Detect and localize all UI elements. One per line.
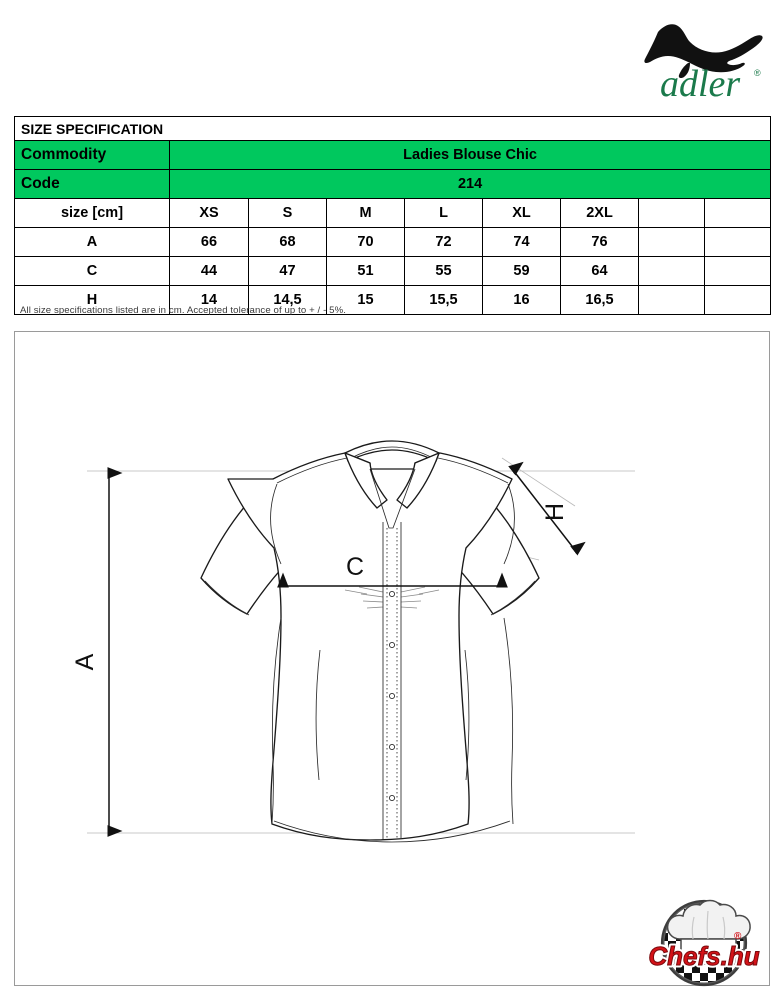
- table-row-measurement-h: H 14 14,5 15 15,5 16 16,5: [14, 285, 772, 315]
- bust-gather-lines: [344, 586, 440, 609]
- measurement-code-c: C: [14, 256, 170, 286]
- measurement-h-blank-1: [638, 285, 705, 315]
- table-row-measurement-c: C 44 47 51 55 59 64: [14, 256, 772, 286]
- measurement-h-blank-2: [703, 285, 772, 315]
- right-side-seam: [503, 617, 514, 825]
- measurement-a-xs: 66: [169, 227, 249, 257]
- measurement-c-blank-2: [703, 256, 772, 286]
- blouse-technical-drawing: .ln { fill:none; stroke:#1a1a1a; stroke-…: [71, 440, 635, 843]
- dimension-h-arrow: [508, 461, 586, 556]
- table-row-commodity: Commodity Ladies Blouse Chic: [14, 140, 772, 170]
- measurement-c-xs: 44: [169, 256, 249, 286]
- adler-logo: adler ®: [628, 14, 768, 106]
- left-side-seam: [271, 617, 282, 825]
- measurement-c-blank-1: [638, 256, 705, 286]
- size-header-xl: XL: [482, 198, 561, 228]
- size-header-s: S: [248, 198, 327, 228]
- dimension-a: A: [71, 467, 123, 837]
- commodity-label-cell: Commodity: [14, 140, 170, 170]
- measurement-h-s: 14,5: [248, 285, 327, 315]
- measurement-c-2xl: 64: [560, 256, 639, 286]
- size-header-blank-1: [638, 198, 705, 228]
- size-specification-table: SIZE SPECIFICATION Commodity Ladies Blou…: [13, 116, 772, 315]
- blouse-body: [200, 440, 540, 843]
- measurement-a-2xl: 76: [560, 227, 639, 257]
- dimension-a-label: A: [71, 653, 99, 670]
- dimension-h-label: H: [541, 503, 569, 521]
- chefs-hu-logo: ® Chefs.hu Chefs.hu: [636, 893, 772, 989]
- left-sleeve-hem-stitch: [204, 580, 250, 616]
- button-3: [388, 692, 396, 700]
- table-row-measurement-a: A 66 68 70 72 74 76: [14, 227, 772, 257]
- measurement-h-l: 15,5: [404, 285, 483, 315]
- spec-title-cell: SIZE SPECIFICATION: [13, 116, 772, 141]
- collar-left-leaf: [344, 452, 388, 509]
- button-5: [388, 794, 396, 802]
- button-1: [388, 590, 396, 598]
- size-header-m: M: [326, 198, 405, 228]
- torso: [227, 452, 513, 841]
- measurement-c-s: 47: [248, 256, 327, 286]
- left-armhole: [270, 483, 282, 565]
- dimension-h: H: [508, 461, 586, 556]
- measurement-c-l: 55: [404, 256, 483, 286]
- measurement-a-l: 72: [404, 227, 483, 257]
- eagle-icon: [644, 24, 763, 79]
- measurement-c-xl: 59: [482, 256, 561, 286]
- commodity-value-cell: Ladies Blouse Chic: [168, 140, 772, 170]
- hem-curve: [273, 820, 511, 843]
- button-2: [388, 641, 396, 649]
- measurement-code-a: A: [14, 227, 170, 257]
- left-dart: [315, 649, 321, 781]
- right-dart: [464, 649, 470, 781]
- measurement-code-h: H: [14, 285, 170, 315]
- measurement-h-2xl: 16,5: [560, 285, 639, 315]
- measurement-a-blank-1: [638, 227, 705, 257]
- size-header-blank-2: [703, 198, 772, 228]
- button-4: [388, 743, 396, 751]
- dimension-c: C: [277, 553, 508, 588]
- dimension-c-label: C: [346, 553, 364, 581]
- left-shoulder-seam: [276, 457, 348, 484]
- code-value-cell: 214: [168, 169, 772, 199]
- measurement-a-s: 68: [248, 227, 327, 257]
- measurement-a-blank-2: [703, 227, 772, 257]
- neck-v-opening: [369, 468, 416, 529]
- registered-trademark-icon: ®: [754, 68, 761, 78]
- size-header-xs: XS: [169, 198, 249, 228]
- tolerance-note: All size specifications listed are in cm…: [20, 305, 346, 316]
- collar-band-stitch: [350, 446, 434, 459]
- right-sleeve-hem-stitch: [490, 580, 536, 616]
- chefs-hu-text: Chefs.hu: [648, 941, 759, 971]
- size-unit-label: size [cm]: [14, 198, 170, 228]
- size-header-l: L: [404, 198, 483, 228]
- measurement-c-m: 51: [326, 256, 405, 286]
- ext-line-sleeve-top: [501, 457, 576, 507]
- size-header-2xl: 2XL: [560, 198, 639, 228]
- right-armhole: [503, 483, 515, 565]
- table-row-size-header: size [cm] XS S M L XL 2XL: [14, 198, 772, 228]
- chefs-registered-icon: ®: [734, 931, 742, 942]
- chef-hat-icon: [666, 899, 751, 963]
- table-row-code: Code 214: [14, 169, 772, 199]
- measurement-a-xl: 74: [482, 227, 561, 257]
- right-shoulder-seam: [437, 457, 509, 484]
- garment-drawing-frame: .ln { fill:none; stroke:#1a1a1a; stroke-…: [14, 331, 770, 986]
- chefs-hu-text-outline: Chefs.hu: [648, 941, 759, 971]
- measurement-a-m: 70: [326, 227, 405, 257]
- code-label-cell: Code: [14, 169, 170, 199]
- measurement-h-xl: 16: [482, 285, 561, 315]
- adler-wordmark: adler: [660, 63, 740, 105]
- chefs-hu-wordmark: Chefs.hu Chefs.hu: [646, 939, 762, 974]
- table-row-title: SIZE SPECIFICATION: [13, 116, 772, 141]
